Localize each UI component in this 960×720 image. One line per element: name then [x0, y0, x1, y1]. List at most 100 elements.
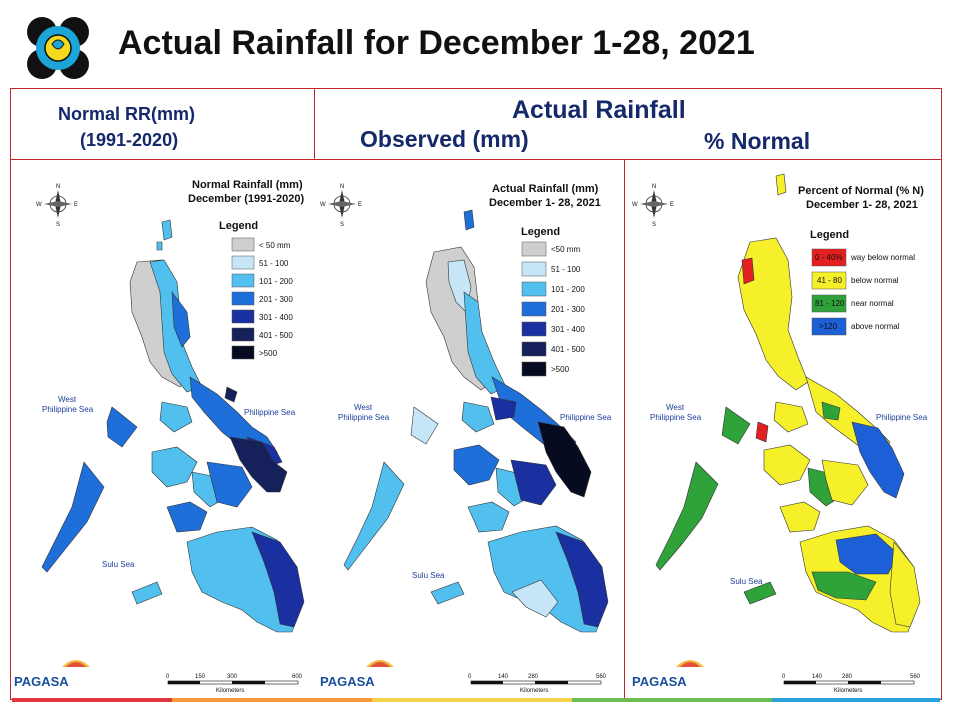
legend-swatch: [811, 248, 847, 267]
svg-text:150: 150: [195, 674, 206, 680]
philippines-map: [41, 219, 305, 633]
legend-swatch: [521, 241, 547, 257]
sea-label-south: Sulu Sea: [102, 560, 135, 569]
pagasa-brand-logo: PAGASA: [320, 660, 394, 689]
legend-label: 51 - 100: [259, 259, 289, 268]
legend-swatch: [521, 301, 547, 317]
bottom-stripe-blue: [772, 698, 940, 702]
map-title-line2: December 1- 28, 2021: [489, 197, 601, 209]
legend-swatch: [811, 271, 847, 290]
svg-text:S: S: [652, 222, 656, 228]
svg-text:N: N: [340, 184, 344, 190]
page-title: Actual Rainfall for December 1-28, 2021: [118, 24, 755, 62]
legend-swatch: [231, 237, 255, 252]
compass-rose-icon: N S W E: [320, 184, 362, 228]
sea-label-south: Sulu Sea: [412, 571, 445, 580]
observed-header: Observed (mm): [360, 126, 529, 152]
legend-label: below normal: [851, 276, 899, 285]
legend-title: Legend: [521, 226, 560, 238]
legend-range: 81 - 120: [815, 299, 845, 308]
legend-label: 401 - 500: [259, 331, 293, 340]
svg-text:E: E: [74, 202, 78, 208]
pagasa-brand-logo: PAGASA: [632, 660, 704, 689]
normal-header: Normal RR(mm): [58, 104, 196, 124]
legend-swatch: [231, 255, 255, 270]
legend: < 50 mm 51 - 100 101 - 200 201 - 300 301…: [231, 237, 293, 360]
legend-swatch: [231, 345, 255, 360]
map-title-line1: Actual Rainfall (mm): [492, 183, 599, 195]
legend-label: <50 mm: [551, 245, 580, 254]
header-divider: [10, 159, 942, 160]
legend-label: >500: [551, 365, 570, 374]
sea-label-west: West: [666, 403, 685, 412]
map-title-line1: Normal Rainfall (mm): [192, 179, 303, 191]
svg-text:0: 0: [166, 674, 170, 680]
scale-bar: 0 140 280 560 Kilometers: [782, 674, 921, 694]
svg-text:0: 0: [468, 674, 472, 680]
legend-label: above normal: [851, 322, 900, 331]
svg-text:300: 300: [227, 674, 238, 680]
svg-text:0: 0: [782, 674, 786, 680]
legend-label: 301 - 400: [551, 325, 585, 334]
svg-text:S: S: [340, 222, 344, 228]
legend-label: 101 - 200: [551, 285, 585, 294]
legend-label: >500: [259, 349, 278, 358]
actual-header: Actual Rainfall: [512, 96, 686, 124]
sea-label-east: Philippine Sea: [876, 413, 928, 422]
legend-swatch: [811, 294, 847, 313]
philippines-map: [343, 209, 609, 633]
legend-swatch: [231, 273, 255, 288]
svg-text:Kilometers: Kilometers: [520, 688, 548, 694]
map-title-line2: December (1991-2020): [188, 193, 305, 205]
legend-range: 0 - 40%: [815, 253, 843, 262]
svg-text:PAGASA: PAGASA: [14, 674, 69, 689]
legend-swatch: [811, 317, 847, 336]
normal-period-header: (1991-2020): [80, 130, 179, 150]
percent-header: % Normal: [704, 128, 811, 154]
svg-text:560: 560: [910, 674, 921, 680]
bottom-stripe-yellow: [372, 698, 572, 702]
svg-text:Kilometers: Kilometers: [216, 688, 244, 694]
scale-bar: 0 140 280 560 Kilometers: [468, 674, 607, 694]
legend-title: Legend: [810, 229, 849, 241]
legend-title: Legend: [219, 220, 258, 232]
scale-bar: 0 150 300 600 Kilometers: [166, 674, 303, 694]
svg-text:W: W: [632, 202, 638, 208]
legend-label: 401 - 500: [551, 345, 585, 354]
svg-text:W: W: [36, 202, 42, 208]
legend-label: 51 - 100: [551, 265, 581, 274]
svg-text:N: N: [56, 184, 60, 190]
pagasa-logo: [22, 14, 94, 82]
legend-swatch: [521, 341, 547, 357]
sea-label-east: Philippine Sea: [244, 408, 296, 417]
svg-text:Kilometers: Kilometers: [834, 688, 862, 694]
normal-rainfall-map-panel: N S W E Normal Rainfall (mm) December (199…: [12, 162, 314, 698]
pagasa-brand-logo: PAGASA: [14, 660, 90, 689]
sea-label-west-2: Philippine Sea: [650, 413, 702, 422]
legend-label: way below normal: [850, 253, 915, 262]
legend-label: 201 - 300: [551, 305, 585, 314]
sea-label-west: West: [58, 395, 77, 404]
header-column-divider: [314, 88, 315, 160]
legend-swatch: [521, 261, 547, 277]
compass-rose-icon: N S W E: [632, 184, 674, 228]
svg-text:W: W: [320, 202, 326, 208]
compass-rose-icon: N S W E: [36, 184, 78, 228]
legend-swatch: [231, 291, 255, 306]
sea-label-west: West: [354, 403, 373, 412]
legend-swatch: [521, 281, 547, 297]
legend-label: 301 - 400: [259, 313, 293, 322]
sea-label-east: Philippine Sea: [560, 413, 612, 422]
legend-label: 101 - 200: [259, 277, 293, 286]
percent-normal-map-panel: N S W E Percent of Normal (% N) December 1…: [626, 162, 940, 698]
legend-label: near normal: [851, 299, 894, 308]
legend-label: 201 - 300: [259, 295, 293, 304]
sea-label-west-2: Philippine Sea: [338, 413, 390, 422]
svg-text:140: 140: [498, 674, 509, 680]
panel-divider: [624, 160, 625, 700]
legend-range: >120: [819, 322, 838, 331]
svg-text:280: 280: [842, 674, 853, 680]
legend-swatch: [521, 321, 547, 337]
svg-text:N: N: [652, 184, 656, 190]
legend-swatch: [231, 327, 255, 342]
